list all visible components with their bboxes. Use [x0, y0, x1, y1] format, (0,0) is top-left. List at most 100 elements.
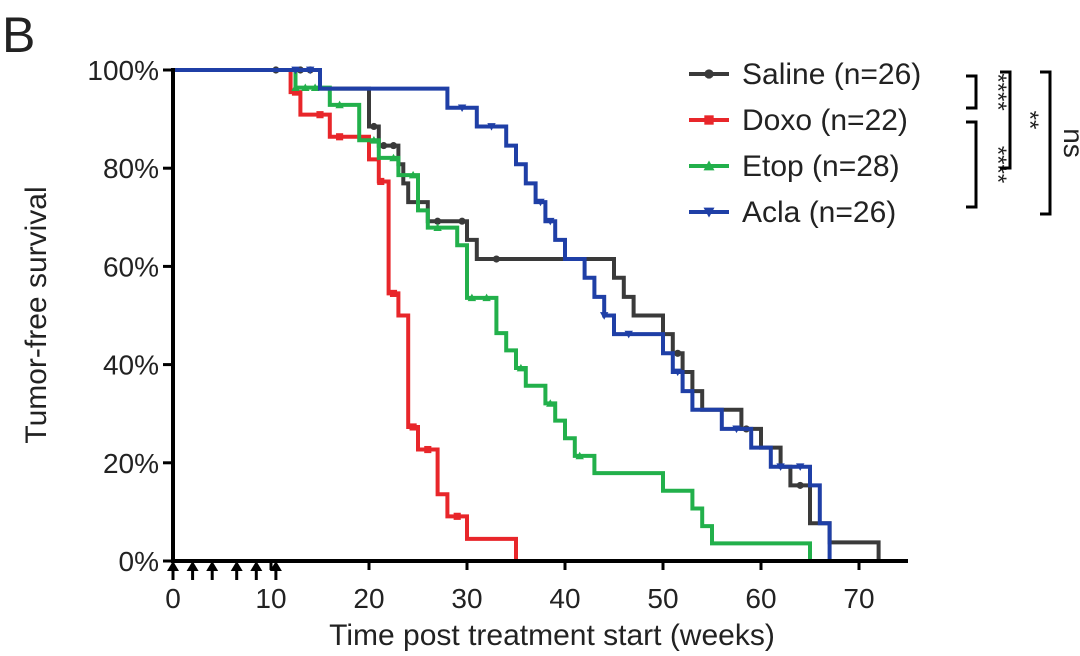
censor-mark: [487, 123, 496, 131]
censor-mark: [796, 481, 804, 489]
series-0: [173, 66, 881, 561]
bracket-saline-etop: **: [1000, 70, 1043, 170]
legend-label: Acla (n=26): [742, 196, 896, 229]
censor-mark: [575, 451, 584, 460]
legend-item: Etop (n=28): [689, 150, 900, 183]
censor-mark: [369, 136, 379, 144]
censor-mark: [796, 463, 805, 471]
censor-mark: [732, 425, 741, 434]
censor-mark: [536, 198, 545, 207]
significance-label: ****: [984, 146, 1011, 183]
censor-mark: [370, 122, 378, 131]
censor-mark: [291, 88, 300, 96]
y-tick-label: 0%: [119, 546, 159, 577]
series-line: [173, 68, 832, 561]
legend-label: Etop (n=28): [742, 150, 900, 183]
censor-mark: [306, 66, 315, 75]
censor-mark: [291, 66, 300, 75]
bracket-doxo-etop: ****: [966, 120, 1011, 209]
arrow-head: [186, 561, 199, 571]
censor-mark: [389, 142, 398, 150]
x-tick-label: 30: [451, 583, 482, 614]
arrow-head: [167, 561, 179, 571]
x-axis-label: Time post treatment start (weeks): [329, 619, 775, 652]
y-tick-label: 100%: [87, 55, 159, 86]
significance-label: ns: [1058, 128, 1080, 158]
bracket-line: [1040, 70, 1052, 216]
significance-label: **: [1016, 111, 1043, 130]
censor-mark: [408, 170, 418, 179]
censor-mark: [377, 177, 385, 186]
legend-item: Saline (n=26): [689, 58, 921, 91]
x-tick-label: 50: [647, 583, 678, 614]
censor-mark: [301, 83, 310, 92]
censor-mark: [516, 363, 526, 372]
treatment-arrow: [269, 561, 282, 580]
censor-mark: [409, 423, 417, 431]
axes-layer: 0% 20% 40% 60% 80% 100% 0 10 20 30 40 50 60 70: [87, 55, 908, 614]
legend-label: Doxo (n=22): [742, 104, 908, 137]
legend-item: Acla (n=26): [689, 196, 896, 229]
treatment-arrow: [250, 561, 263, 580]
censor-mark: [600, 312, 609, 320]
panel-label: B: [2, 7, 35, 63]
legend-swatch-marker: [703, 207, 715, 218]
series-1: [173, 68, 518, 561]
bracket-line: [966, 120, 978, 209]
treatment-arrow: [167, 561, 179, 580]
censor-mark: [389, 289, 398, 297]
y-tick-label: 80%: [103, 153, 159, 184]
treatment-arrow: [206, 561, 219, 580]
arrow-head: [206, 561, 219, 571]
treatment-arrow: [230, 561, 243, 580]
x-tick-label: 20: [353, 583, 384, 614]
censor-mark: [389, 153, 398, 162]
y-tick-label: 20%: [103, 448, 159, 479]
significance-label: ****: [984, 73, 1011, 110]
bracket-saline-doxo: ****: [966, 73, 1011, 111]
legend-swatch-marker: [703, 160, 715, 171]
x-tick-label: 40: [549, 583, 580, 614]
censor-mark: [291, 83, 300, 92]
treatment-arrow: [186, 561, 199, 580]
series-2: [173, 68, 812, 561]
arrow-head: [230, 561, 243, 571]
legend: Saline (n=26) Doxo (n=22) Etop (n=28) Acla …: [689, 58, 921, 229]
series-3: [173, 66, 832, 561]
significance-brackets: **********ns: [966, 70, 1080, 216]
censor-mark: [336, 133, 344, 141]
x-tick-label: 70: [843, 583, 874, 614]
x-tick-label: 0: [165, 583, 181, 614]
legend-label: Saline (n=26): [742, 58, 921, 91]
bracket-line: [1000, 70, 1012, 170]
censor-mark: [482, 293, 491, 302]
censor-mark: [776, 463, 785, 471]
arrow-head: [250, 561, 263, 571]
censor-mark: [674, 349, 682, 357]
censor-mark: [453, 512, 461, 520]
censor-mark: [624, 330, 633, 339]
censor-mark: [467, 293, 477, 302]
bracket-saline-acla: ns: [1040, 70, 1080, 216]
y-tick-label: 60%: [103, 251, 159, 282]
censor-mark: [380, 142, 388, 150]
censor-mark: [673, 368, 682, 377]
censor-mark: [492, 255, 500, 263]
censor-mark: [316, 111, 324, 119]
censor-mark: [434, 217, 442, 225]
censor-mark: [424, 445, 432, 454]
x-tick-label: 60: [745, 583, 776, 614]
series-line: [173, 68, 518, 561]
censor-mark: [457, 104, 467, 113]
arrow-head: [269, 561, 282, 571]
censor-mark: [335, 100, 344, 109]
censor-mark: [433, 223, 442, 231]
series-line: [173, 68, 812, 561]
legend-swatch-marker: [704, 115, 714, 125]
censor-mark: [546, 217, 555, 226]
censor-mark: [310, 83, 320, 92]
legend-item: Doxo (n=22): [689, 104, 908, 137]
bracket-line: [966, 74, 978, 110]
censor-mark: [546, 399, 555, 407]
